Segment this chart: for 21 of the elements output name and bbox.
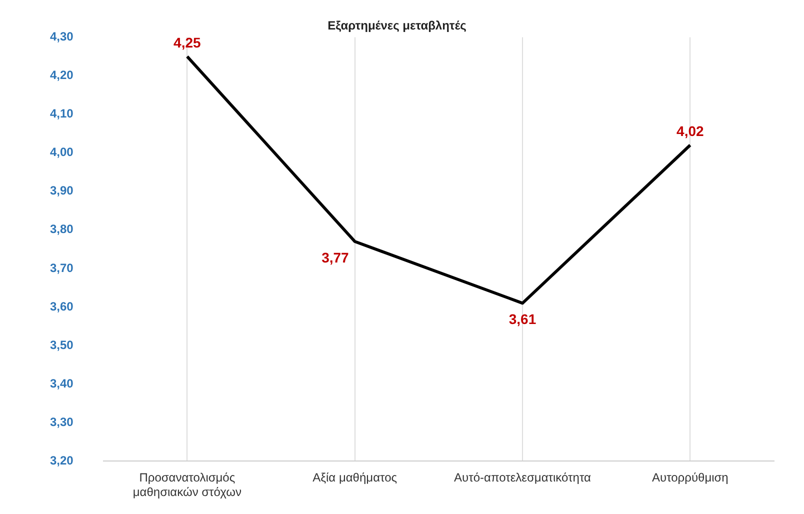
- y-tick-label: 3,60: [50, 299, 74, 314]
- y-tick-label: 4,00: [50, 145, 74, 160]
- y-tick-label: 4,30: [50, 30, 74, 44]
- y-tick-label: 3,40: [50, 376, 74, 390]
- data-label: 3,77: [322, 249, 350, 266]
- x-tick-label: Προσανατολισμός μαθησιακών στόχων: [132, 470, 242, 500]
- x-tick-label: Αξία μαθήματος: [312, 470, 398, 485]
- data-label: 4,02: [676, 122, 704, 139]
- y-tick-label: 4,10: [50, 106, 74, 121]
- x-tick-label: Αυτορρύθμιση: [652, 470, 728, 485]
- y-tick-label: 3,20: [50, 454, 74, 468]
- x-tick-label: Αυτό-αποτελεσματικότητα: [454, 470, 592, 485]
- y-tick-label: 3,30: [50, 414, 74, 429]
- chart-title: Εξαρτημένες μεταβλητές: [328, 18, 466, 32]
- data-label: 3,61: [508, 311, 536, 328]
- data-label: 4,25: [174, 34, 202, 50]
- y-tick-label: 4,20: [50, 68, 74, 82]
- y-tick-label: 3,80: [50, 222, 74, 236]
- y-tick-label: 3,70: [50, 260, 74, 275]
- y-tick-label: 3,50: [50, 338, 74, 352]
- y-tick-label: 3,90: [50, 184, 74, 198]
